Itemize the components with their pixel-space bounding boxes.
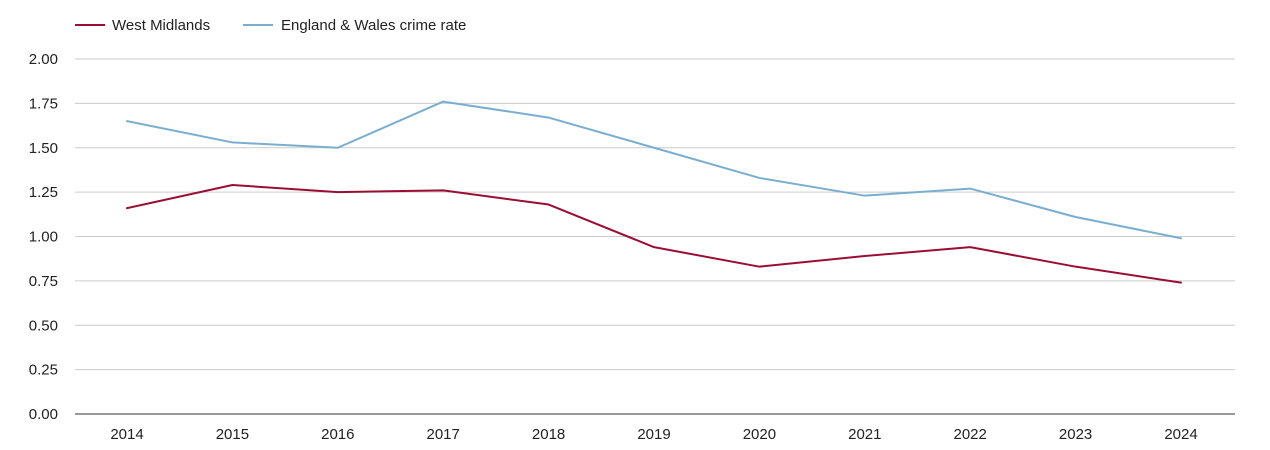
y-tick-label: 2.00 (29, 51, 58, 68)
x-tick-label: 2019 (637, 426, 670, 443)
x-tick-label: 2018 (532, 426, 565, 443)
y-axis: 0.00 0.25 0.50 0.75 1.00 1.25 1.50 1.75 2.00 (29, 51, 58, 423)
y-tick-label: 0.25 (29, 362, 58, 379)
x-tick-label: 2015 (216, 426, 249, 443)
x-tick-label: 2023 (1059, 426, 1092, 443)
legend-label-west-midlands: West Midlands (112, 17, 210, 34)
y-tick-label: 1.00 (29, 229, 58, 246)
x-tick-label: 2022 (954, 426, 987, 443)
legend-label-england-wales: England & Wales crime rate (281, 17, 466, 34)
legend: West Midlands England & Wales crime rate (75, 17, 466, 34)
y-tick-label: 0.75 (29, 273, 58, 290)
x-tick-label: 2024 (1164, 426, 1197, 443)
x-tick-label: 2016 (321, 426, 354, 443)
series-line-england-wales-crime-rate (126, 100, 1182, 240)
x-tick-label: 2017 (427, 426, 460, 443)
series-group (126, 100, 1182, 284)
y-tick-label: 1.25 (29, 184, 58, 201)
gridlines (75, 58, 1235, 371)
y-tick-label: 0.50 (29, 317, 58, 334)
y-tick-label: 0.00 (29, 406, 58, 423)
x-tick-label: 2021 (848, 426, 881, 443)
x-axis: 2014 2015 2016 2017 2018 2019 2020 2021 2022 2023… (75, 413, 1235, 443)
x-tick-label: 2020 (743, 426, 776, 443)
x-tick-label: 2014 (110, 426, 143, 443)
y-tick-label: 1.50 (29, 140, 58, 157)
y-tick-label: 1.75 (29, 95, 58, 112)
series-line-west-midlands (126, 184, 1182, 284)
